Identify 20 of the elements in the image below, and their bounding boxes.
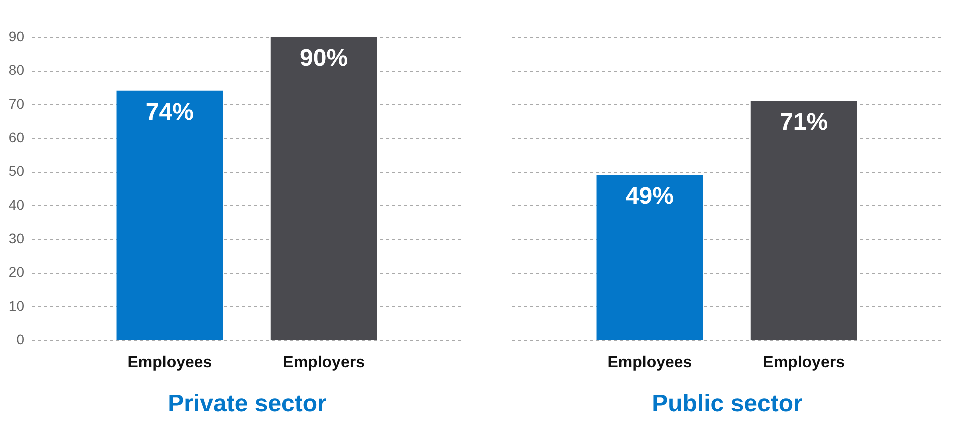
y-tick-label: 10 <box>8 298 25 314</box>
y-tick-label: 30 <box>8 230 25 246</box>
y-tick-label: 20 <box>8 264 25 280</box>
x-tick-label: Employers <box>763 354 846 372</box>
x-tick-label: Employees <box>608 354 692 372</box>
data-label: 90% <box>300 45 348 72</box>
y-tick-label: 0 <box>16 332 25 348</box>
y-tick-label: 80 <box>8 62 25 78</box>
x-tick-label: Employers <box>283 354 366 372</box>
y-tick-label: 70 <box>8 96 25 112</box>
data-label: 49% <box>626 183 674 210</box>
data-label: 71% <box>780 108 828 136</box>
y-tick-label: 90 <box>8 28 25 44</box>
data-label: 74% <box>146 98 194 126</box>
x-axis-title: Private sector <box>168 390 327 418</box>
y-tick-label: 40 <box>8 196 25 213</box>
y-tick-label: 60 <box>8 130 25 146</box>
x-axis-title: Public sector <box>652 390 803 418</box>
x-tick-label: Employees <box>128 354 212 372</box>
y-tick-label: 50 <box>8 163 25 180</box>
